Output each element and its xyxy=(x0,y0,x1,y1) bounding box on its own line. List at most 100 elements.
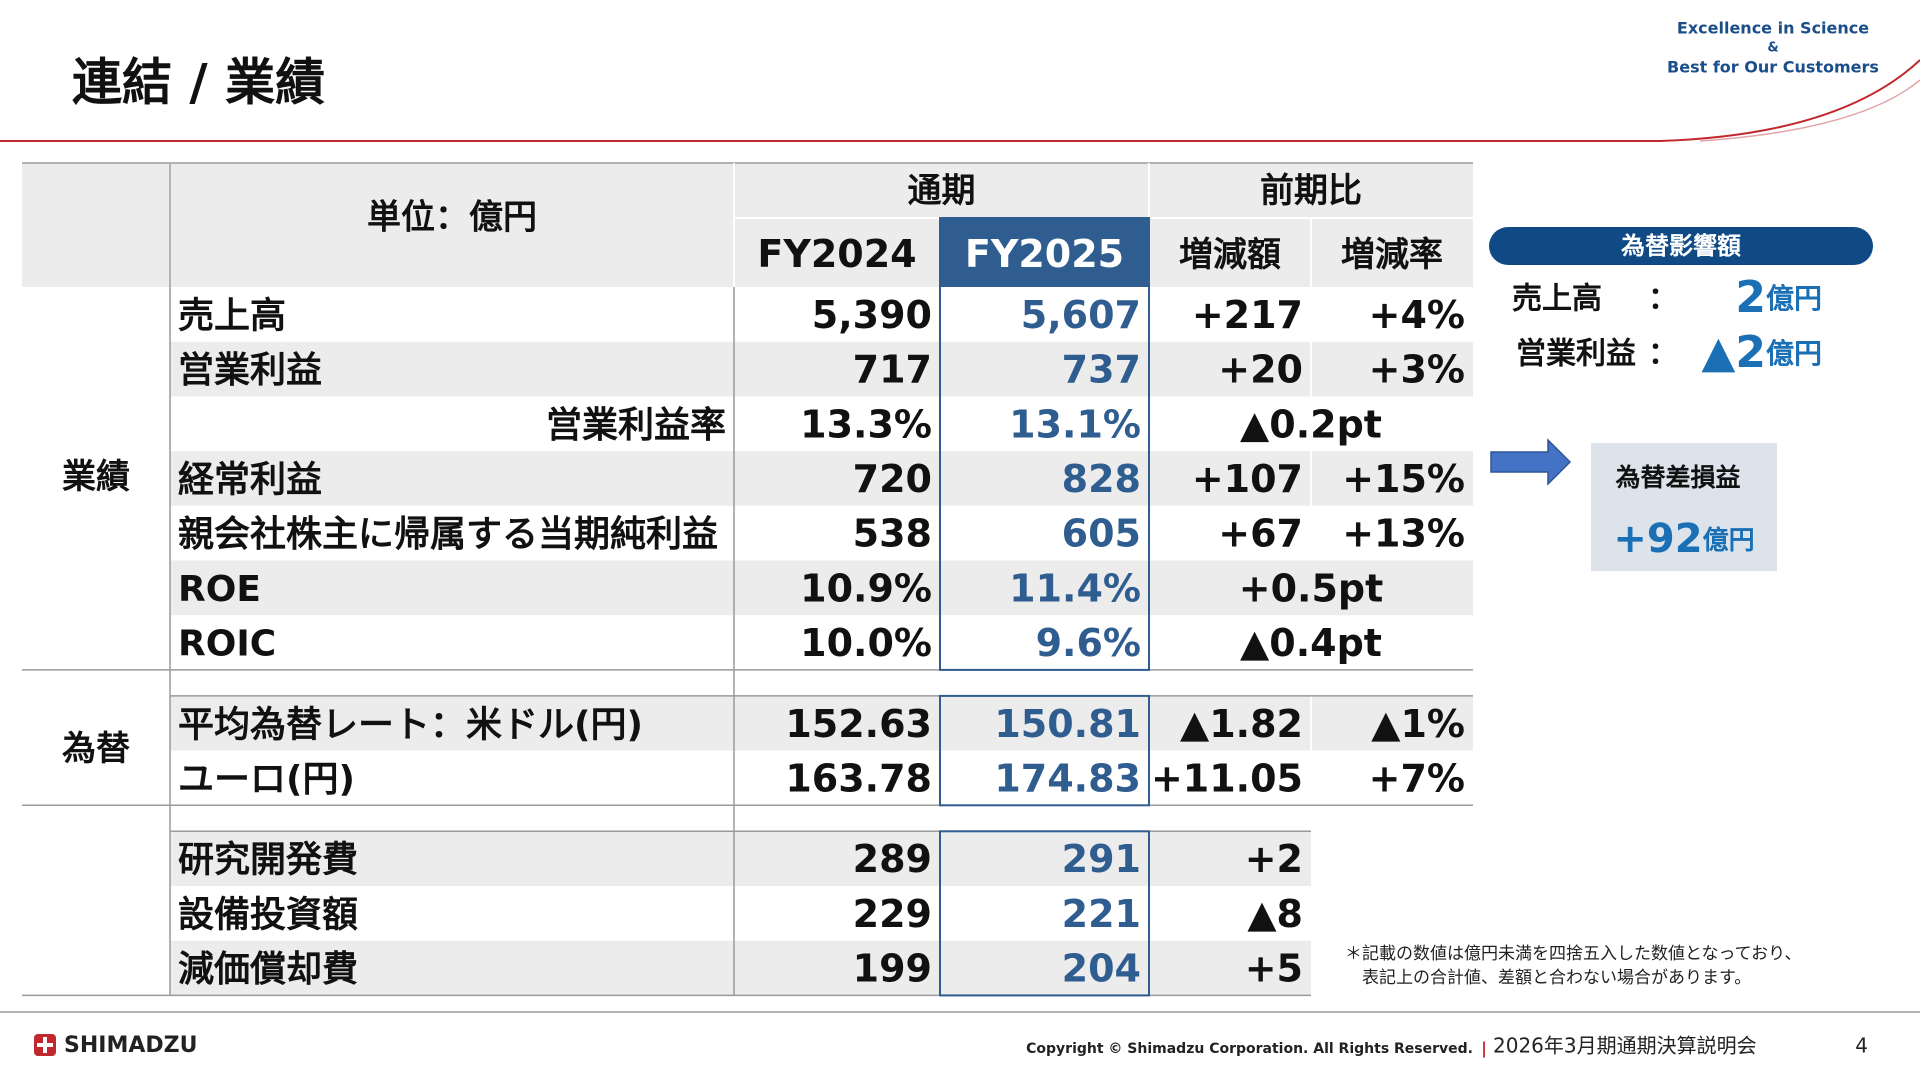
cell-value: +20 xyxy=(1218,348,1303,392)
tagline: Best for Our Customers xyxy=(1667,58,1879,77)
period-header: 通期 xyxy=(908,171,976,211)
fx-label: 売上高 xyxy=(1512,282,1602,317)
header-rule-accent xyxy=(1699,79,1920,142)
cell-value: ▲0.2pt xyxy=(1240,402,1382,446)
cell-value: 13.3% xyxy=(800,402,932,446)
column-header: FY2024 xyxy=(757,232,916,276)
tagline: Excellence in Science xyxy=(1677,19,1869,38)
row-label: 減価償却費 xyxy=(178,949,358,990)
cell-value: +13% xyxy=(1342,512,1465,556)
row-label: 経常利益 xyxy=(178,459,322,500)
column-header: 増減率 xyxy=(1341,235,1443,275)
row-label: ROE xyxy=(178,569,261,610)
cell-value: +4% xyxy=(1369,293,1465,337)
row-label: 設備投資額 xyxy=(178,894,358,935)
fx-amount-value: 2 xyxy=(1735,272,1766,323)
comparison-header: 前期比 xyxy=(1260,171,1362,211)
fy2025-outline xyxy=(939,217,1150,671)
cell-value: +2 xyxy=(1245,837,1303,881)
cell-value: 221 xyxy=(1062,892,1141,936)
cell-value: 538 xyxy=(853,512,932,556)
cell-value: +217 xyxy=(1192,293,1303,337)
row-label: 営業利益率 xyxy=(546,405,726,446)
row-label: ROIC xyxy=(178,624,276,665)
cell-value: 11.4% xyxy=(1009,566,1141,610)
cell-value: 737 xyxy=(1062,348,1141,392)
footnote: ＊記載の数値は億円未満を四捨五入した数値となっており、 xyxy=(1345,944,1801,964)
fx-label: 営業利益 xyxy=(1516,337,1636,372)
footnote: 表記上の合計値、差額と合わない場合があります。 xyxy=(1362,968,1751,988)
cell-value: 152.63 xyxy=(785,702,932,746)
cell-value: 9.6% xyxy=(1036,621,1141,665)
cell-value: 720 xyxy=(853,457,932,501)
row-label: 平均為替レート：米ドル(円) xyxy=(178,704,643,745)
cell-value: ▲1% xyxy=(1371,702,1465,746)
cell-value: 204 xyxy=(1062,947,1141,991)
cell-value: 291 xyxy=(1062,837,1141,881)
fy2025-outline xyxy=(939,694,1150,807)
tagline: & xyxy=(1767,41,1778,56)
event-name: 2026年3月期通期決算説明会 xyxy=(1493,1034,1757,1058)
cell-value: 5,607 xyxy=(1021,293,1141,337)
cell-value: +0.5pt xyxy=(1239,566,1384,610)
fx-amount-unit: 億円 xyxy=(1766,282,1822,315)
row-bg xyxy=(170,560,1473,616)
fx-amount-value: ▲2 xyxy=(1702,327,1766,378)
row-label: 営業利益 xyxy=(178,350,322,391)
row-label: ユーロ(円) xyxy=(178,759,355,800)
cell-value: 828 xyxy=(1062,457,1141,501)
row-label: 売上高 xyxy=(178,295,286,336)
cell-value: 10.0% xyxy=(800,621,932,665)
logo-mark xyxy=(34,1034,56,1056)
unit-label: 単位：億円 xyxy=(367,198,537,238)
cell-value: +67 xyxy=(1218,512,1303,556)
cell-value: +11.05 xyxy=(1151,756,1303,800)
fx-gain-value: +92 xyxy=(1613,516,1702,562)
cell-value: 174.83 xyxy=(994,756,1141,800)
cell-value: 10.9% xyxy=(800,566,932,610)
header-rule xyxy=(0,59,1920,142)
fx-gain-unit: 億円 xyxy=(1703,526,1755,556)
cell-value: 199 xyxy=(853,947,932,991)
fx-gain-title: 為替差損益 xyxy=(1615,463,1740,492)
row-label: 研究開発費 xyxy=(178,840,358,881)
cell-value: 150.81 xyxy=(994,702,1141,746)
page-number: 4 xyxy=(1855,1034,1868,1058)
fx-separator: ： xyxy=(1648,282,1678,317)
row-bg xyxy=(170,940,1311,996)
row-bg xyxy=(170,695,1473,751)
column-header: 増減額 xyxy=(1179,235,1281,275)
row-label: 親会社株主に帰属する当期純利益 xyxy=(178,514,718,555)
copyright: Copyright © Shimadzu Corporation. All Ri… xyxy=(1026,1041,1473,1057)
row-bg xyxy=(170,341,1473,397)
slide-title: 連結 / 業績 xyxy=(72,54,325,112)
logo-text: SHIMADZU xyxy=(64,1033,197,1058)
fx-amount: ▲2億円 xyxy=(1702,327,1822,378)
arrow xyxy=(1490,438,1572,486)
fx-amount-unit: 億円 xyxy=(1766,337,1822,370)
column-header: FY2025 xyxy=(965,232,1124,276)
section-label: 為替 xyxy=(62,729,130,769)
cell-value: 13.1% xyxy=(1009,402,1141,446)
row-bg xyxy=(170,831,1311,886)
cell-value: 605 xyxy=(1062,512,1141,556)
cell-value: ▲1.82 xyxy=(1180,702,1303,746)
fy2025-outline xyxy=(939,830,1150,997)
fx-gain-amount: +92億円 xyxy=(1613,516,1754,562)
cell-value: +107 xyxy=(1192,457,1303,501)
fx-pill-title: 為替影響額 xyxy=(1621,232,1741,260)
row-bg xyxy=(170,451,1473,506)
fx-gain-box xyxy=(1591,443,1777,571)
header-bg xyxy=(22,163,1473,287)
cell-value: 289 xyxy=(853,837,932,881)
fx-pill xyxy=(1489,227,1873,265)
cell-value: 163.78 xyxy=(785,756,932,800)
cell-value: 5,390 xyxy=(812,293,932,337)
cell-value: 229 xyxy=(853,892,932,936)
cell-value: +7% xyxy=(1369,756,1465,800)
cell-value: +15% xyxy=(1342,457,1465,501)
footer-separator: | xyxy=(1481,1039,1487,1059)
cell-value: +3% xyxy=(1369,348,1465,392)
cell-value: ▲0.4pt xyxy=(1240,621,1382,665)
